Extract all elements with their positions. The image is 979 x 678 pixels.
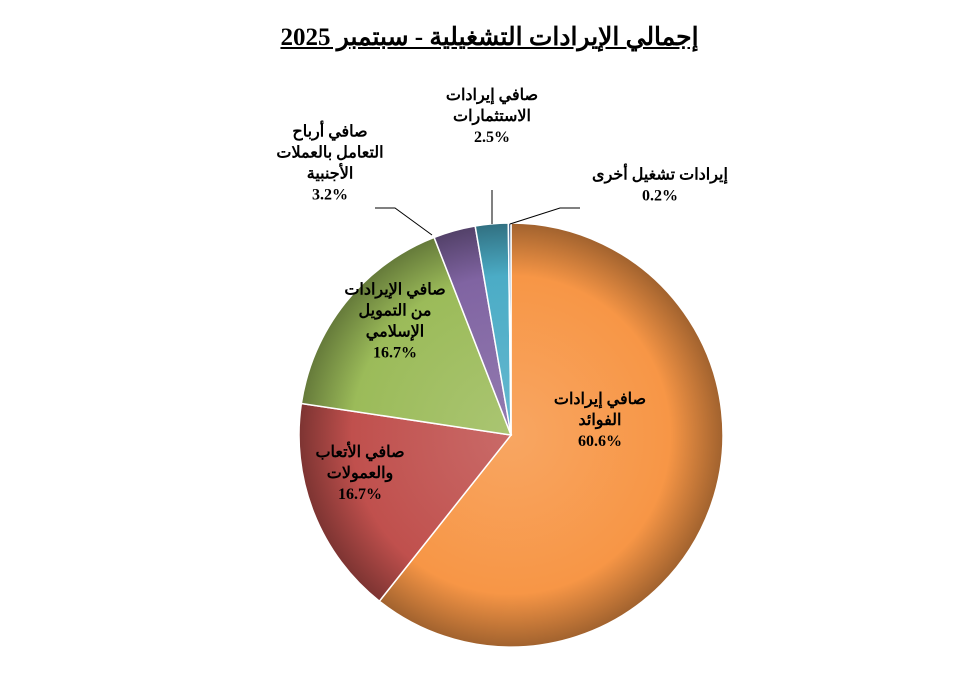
slice-name-label: الأجنبية — [307, 163, 354, 183]
slice-value-label: 16.7% — [338, 486, 382, 503]
slice-value-label: 0.2% — [642, 188, 678, 205]
chart-title: إجمالي الإيرادات التشغيلية - سبتمبر 2025 — [280, 24, 699, 51]
slice-name-label: صافي أرباح — [292, 120, 367, 142]
slice-value-label: 3.2% — [312, 187, 348, 204]
pie-slice — [300, 236, 513, 436]
slice-name-label: صافي إيرادات — [446, 87, 538, 105]
slice-name-label: صافي الإيرادات — [344, 282, 445, 300]
slice-name-label: من التمويل — [359, 303, 432, 321]
slice-name-label: إيرادات تشغيل أخرى — [592, 163, 728, 185]
pie-slice — [507, 222, 512, 436]
slice-name-label: والعمولات — [327, 465, 393, 483]
slice-name-label: الاستثمارات — [453, 108, 531, 126]
slice-value-label: 16.7% — [373, 345, 417, 362]
leader-line — [375, 207, 433, 236]
pie-slice — [298, 402, 513, 603]
slice-name-label: الفوائد — [579, 412, 622, 430]
slice-name-label: الإسلامي — [366, 324, 424, 342]
pie-slice — [378, 222, 724, 648]
slice-value-label: 2.5% — [474, 129, 510, 146]
leader-line — [509, 207, 580, 225]
slice-name-label: صافي الأتعاب — [315, 441, 404, 462]
slice-name-label: التعامل بالعملات — [276, 145, 383, 162]
slice-name-label: صافي إيرادات — [554, 391, 646, 409]
slice-value-label: 60.6% — [578, 433, 622, 450]
